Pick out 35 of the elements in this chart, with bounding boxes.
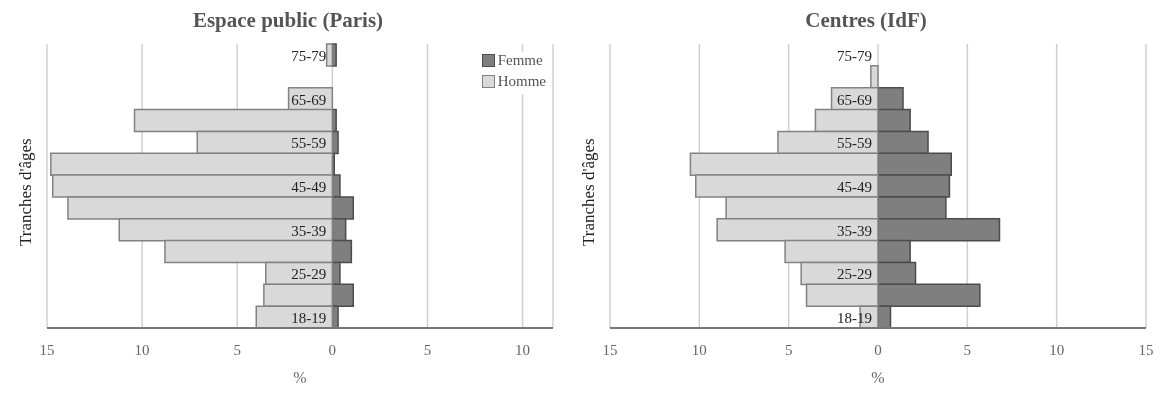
x-tick-label: 0 [328,341,337,358]
y-axis-title: Tranches d'âges [16,138,36,246]
legend-label: Homme [497,73,546,90]
x-tick-label: 5 [784,341,793,358]
x-tick-label: 5 [233,341,241,358]
y-tick-label: 18-19 [291,310,327,327]
y-tick-label: 45-49 [291,179,327,195]
x-tick-label: 5 [423,341,432,358]
x-axis-title: % [293,369,307,386]
x-tick-label: 10 [691,341,707,358]
x-tick-label: 15 [1138,341,1154,358]
y-axis-title: Tranches d'âges [579,138,599,246]
x-tick-label: 5 [963,341,972,358]
chart-title: Centres (IdF) [804,8,928,34]
x-tick-label: 15 [602,341,618,358]
y-tick-label: 35-39 [837,222,872,239]
y-tick-label: 65-69 [291,91,327,108]
y-tick-label: 18-19 [837,310,872,327]
y-tick-label: 45-49 [837,179,872,195]
x-tick-label: 0 [874,341,882,358]
y-tick-label: 55-59 [291,135,327,152]
chart-title: Espace public (Paris) [191,8,385,34]
y-tick-label: 35-39 [291,222,327,239]
y-tick-label: 75-79 [291,47,327,64]
y-tick-label: 75-79 [837,47,872,64]
y-tick-label: 25-29 [837,266,872,283]
y-tick-label: 25-29 [291,266,327,283]
y-tick-label: 55-59 [837,135,872,152]
x-tick-label: 10 [134,341,150,358]
x-axis-title: % [871,369,885,386]
x-tick-label: 10 [515,341,531,358]
legend-label: Femme [497,52,543,69]
x-tick-label: 10 [1049,341,1065,358]
x-tick-label: 15 [39,341,55,358]
y-tick-label: 65-69 [837,91,872,108]
